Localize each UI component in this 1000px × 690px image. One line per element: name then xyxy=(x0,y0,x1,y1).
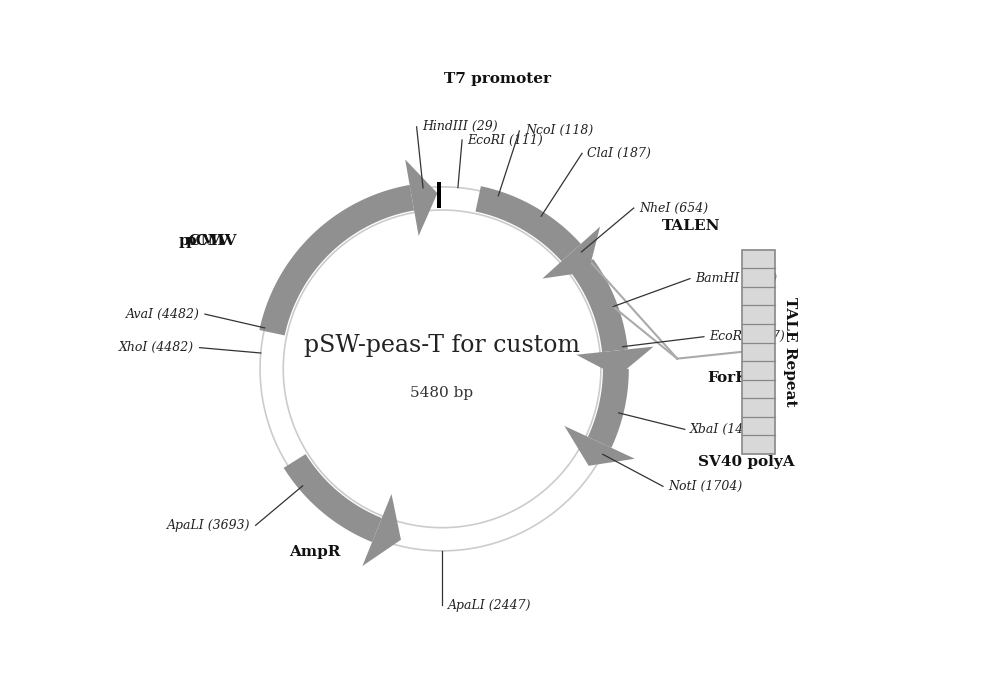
Text: EcoRI (997): EcoRI (997) xyxy=(709,331,785,343)
Text: 5480 bp: 5480 bp xyxy=(410,386,474,400)
Bar xyxy=(742,250,775,454)
Text: pSW-peas-T for custom: pSW-peas-T for custom xyxy=(304,333,580,357)
Text: AvaI (4482): AvaI (4482) xyxy=(126,308,199,321)
Text: XhoI (4482): XhoI (4482) xyxy=(119,341,194,354)
Text: TALE Repeat: TALE Repeat xyxy=(783,297,797,406)
Text: NotI (1704): NotI (1704) xyxy=(668,480,743,493)
Polygon shape xyxy=(572,259,628,352)
Text: NcoI (118): NcoI (118) xyxy=(525,124,593,137)
Text: ForKI: ForKI xyxy=(708,371,756,385)
Polygon shape xyxy=(476,186,581,262)
Text: T7 promoter: T7 promoter xyxy=(444,72,551,86)
Text: HindIII (29): HindIII (29) xyxy=(422,120,498,133)
Text: ClaI (187): ClaI (187) xyxy=(587,147,651,160)
Polygon shape xyxy=(259,185,414,335)
Text: pCMV: pCMV xyxy=(179,234,230,248)
Text: SV40 polyA: SV40 polyA xyxy=(698,455,795,469)
Text: NheI (654): NheI (654) xyxy=(639,201,708,215)
Polygon shape xyxy=(405,159,437,236)
Polygon shape xyxy=(564,426,635,466)
Polygon shape xyxy=(588,369,629,448)
Text: XbaI (1473): XbaI (1473) xyxy=(690,423,765,436)
Text: ApaLI (3693): ApaLI (3693) xyxy=(167,519,250,532)
Text: BamHI (876): BamHI (876) xyxy=(695,272,778,285)
Text: pCMV: pCMV xyxy=(185,234,237,248)
Polygon shape xyxy=(576,346,654,377)
Bar xyxy=(437,182,441,208)
Text: EcoRI (111): EcoRI (111) xyxy=(468,133,543,146)
Text: ApaLI (2447): ApaLI (2447) xyxy=(448,599,531,612)
Polygon shape xyxy=(542,226,600,279)
Polygon shape xyxy=(284,454,382,542)
Polygon shape xyxy=(362,494,401,566)
Text: TALEN: TALEN xyxy=(662,219,721,233)
Text: AmpR: AmpR xyxy=(289,544,340,559)
